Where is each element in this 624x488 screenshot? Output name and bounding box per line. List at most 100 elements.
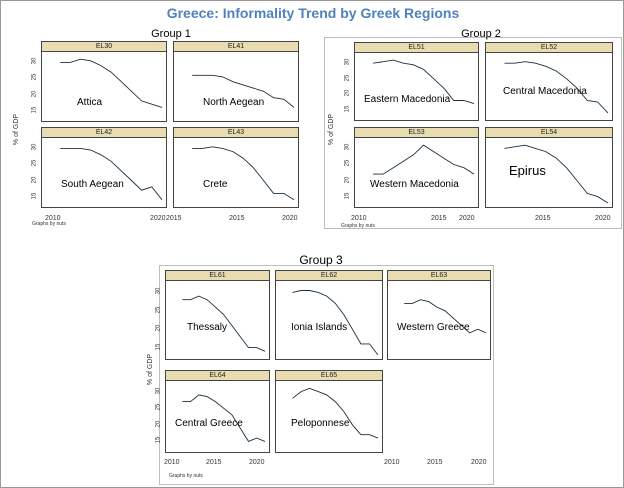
plot-area (165, 281, 270, 360)
group-label: Group 2 (461, 28, 501, 40)
y-tick-label: 30 (31, 144, 38, 151)
series-line-chart (373, 59, 475, 105)
figure-title: Greece: Informality Trend by Greek Regio… (166, 5, 460, 21)
series-line (192, 74, 295, 108)
y-tick-label: 25 (31, 160, 38, 167)
panel-strip-code: EL64 (165, 370, 270, 381)
y-axis-label: % of GDP (13, 113, 21, 146)
group-box (324, 37, 622, 229)
series-line (192, 146, 295, 201)
series-line (373, 144, 475, 175)
region-name-label: South Aegean (61, 179, 124, 190)
y-tick-label: 25 (344, 74, 351, 82)
graphs-by-note: Graphs by nuts (341, 223, 375, 229)
x-tick-label: 2020 (471, 459, 487, 466)
panel-strip-code: EL62 (275, 270, 383, 281)
x-tick-label: 2020 (150, 215, 166, 222)
graphs-by-note: Graphs by nuts (169, 473, 203, 479)
group-label: Group 1 (151, 28, 191, 40)
series-line-chart (60, 58, 163, 108)
group-box (159, 265, 494, 485)
series-line (60, 147, 163, 201)
plot-area (387, 281, 491, 360)
x-tick-label: 2015 (535, 215, 551, 222)
region-name-label: Western Macedonia (370, 179, 459, 190)
x-tick-label: 2015 (431, 215, 447, 222)
region-panel-el61: EL61 Thessaly (165, 270, 270, 360)
plot-area (275, 381, 383, 453)
plot-area (354, 53, 479, 121)
x-tick-label: 2020 (282, 215, 298, 222)
series-line-chart (192, 146, 295, 201)
region-name-label: Attica (77, 97, 103, 108)
region-panel-el63: EL63 Western Greece (387, 270, 491, 360)
plot-area (41, 138, 167, 208)
series-line-chart (192, 74, 295, 108)
y-axis-label: % of GDP (328, 113, 336, 146)
region-panel-el41: EL41 North Aegean (173, 41, 299, 122)
plot-area (354, 138, 479, 208)
y-tick-label: 15 (155, 437, 162, 444)
y-tick-label: 15 (31, 106, 38, 113)
y-tick-label: 30 (344, 58, 351, 66)
y-tick-label: 15 (344, 105, 351, 113)
series-line (404, 299, 487, 334)
region-panel-el42: EL42 South Aegean (41, 127, 167, 208)
series-line-chart (373, 144, 475, 175)
x-tick-label: 2015 (206, 459, 222, 466)
region-name-label: Western Greece (397, 322, 470, 333)
y-tick-label: 20 (155, 324, 162, 332)
region-panel-el30: EL30 Attica (41, 41, 167, 122)
plot-area (41, 52, 167, 122)
region-name-label: Crete (203, 179, 228, 190)
y-tick-label: 20 (344, 89, 351, 97)
region-panel-el53: EL53 Western Macedonia (354, 127, 479, 208)
y-tick-label: 15 (344, 192, 351, 199)
panel-strip-code: EL63 (387, 270, 491, 281)
region-panel-el64: EL64 Central Greece (165, 370, 270, 453)
x-tick-label: 2010 (351, 215, 367, 222)
series-line (373, 59, 475, 105)
panel-strip-code: EL42 (41, 127, 167, 138)
x-tick-label: 2010 (384, 459, 400, 466)
region-name-label: Peloponnese (291, 418, 350, 429)
panel-strip-code: EL30 (41, 41, 167, 52)
group-label: Group 3 (299, 253, 343, 267)
y-tick-label: 20 (31, 176, 38, 183)
x-tick-label: 2020 (249, 459, 265, 466)
region-panel-el52: EL52 Central Macedonia (485, 42, 613, 121)
x-tick-label: 2020 (459, 215, 475, 222)
series-line (292, 290, 379, 356)
y-tick-label: 30 (344, 144, 351, 151)
y-tick-label: 20 (31, 90, 38, 97)
region-name-label: North Aegean (203, 97, 265, 108)
region-panel-el54: EL54 Epirus (485, 127, 613, 208)
panel-strip-code: EL41 (173, 41, 299, 52)
series-line-chart (292, 387, 379, 439)
plot-area (485, 138, 613, 208)
region-name-label: Epirus (509, 163, 546, 178)
y-axis-label: % of GDP (147, 353, 155, 386)
y-tick-label: 25 (155, 306, 162, 314)
series-line-chart (292, 290, 379, 356)
series-line (60, 58, 163, 108)
panel-strip-code: EL53 (354, 127, 479, 138)
series-line-chart (404, 299, 487, 334)
plot-area (165, 381, 270, 453)
x-tick-label: 2010 (45, 215, 61, 222)
region-panel-el65: EL65 Peloponnese (275, 370, 383, 453)
x-tick-label: 2015 (427, 459, 443, 466)
panel-strip-code: EL52 (485, 42, 613, 53)
region-name-label: Thessaly (187, 322, 228, 333)
series-line (182, 394, 266, 442)
y-tick-label: 25 (155, 403, 162, 411)
region-name-label: Ionia Islands (291, 322, 348, 333)
region-name-label: Central Greece (175, 418, 243, 429)
y-tick-label: 15 (155, 343, 162, 350)
x-tick-label: 2015 (229, 215, 245, 222)
panel-strip-code: EL43 (173, 127, 299, 138)
plot-area (173, 138, 299, 208)
plot-area (485, 53, 613, 121)
y-tick-label: 15 (31, 192, 38, 199)
y-tick-label: 25 (31, 74, 38, 81)
